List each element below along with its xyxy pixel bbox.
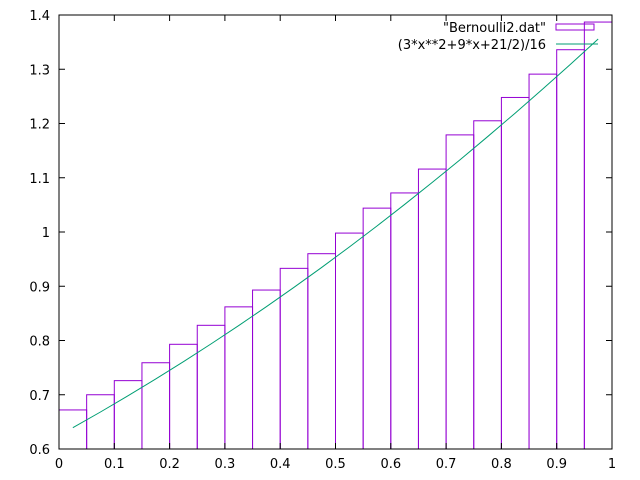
legend-label-histogram: "Bernoulli2.dat"	[443, 21, 546, 36]
y-tick-label: 0.7	[29, 389, 50, 404]
x-tick-label: 0.2	[159, 457, 180, 472]
x-tick-label: 0.9	[546, 457, 567, 472]
y-tick-label: 1	[42, 226, 50, 241]
histogram-bar	[390, 192, 419, 450]
x-tick-label: 0.5	[325, 457, 346, 472]
histogram-bar	[86, 394, 115, 450]
histogram-bar	[224, 306, 254, 450]
histogram-bar	[279, 267, 309, 450]
legend-label-function: (3*x**2+9*x+21/2)/16	[398, 38, 546, 53]
y-tick-label: 0.6	[29, 443, 50, 458]
x-tick-label: 0.4	[270, 457, 291, 472]
y-tick-label: 1.3	[29, 63, 50, 78]
histogram-bar	[362, 207, 392, 450]
histogram-bar	[307, 253, 337, 450]
histogram-bar	[335, 232, 364, 450]
histogram-bar	[473, 120, 502, 450]
histogram-bar	[169, 343, 198, 450]
x-tick-label: 1	[608, 457, 616, 472]
legend: "Bernoulli2.dat" (3*x**2+9*x+21/2)/16	[398, 21, 598, 53]
x-tick-label: 0.3	[215, 457, 236, 472]
histogram-bar	[417, 168, 447, 450]
histogram-bar	[500, 96, 530, 450]
y-tick-label: 0.8	[29, 335, 50, 350]
x-tick-label: 0.8	[491, 457, 512, 472]
y-tick-label: 1.2	[29, 118, 50, 133]
y-tick-label: 0.9	[29, 280, 50, 295]
histogram-bar	[556, 49, 585, 450]
histogram-bar	[445, 134, 475, 450]
histogram-bar	[141, 362, 171, 450]
histogram-bar	[528, 73, 558, 450]
x-tick-label: 0.7	[436, 457, 457, 472]
histogram-bar	[113, 380, 143, 450]
legend-swatch-histogram	[555, 23, 595, 31]
x-tick-label: 0.1	[104, 457, 125, 472]
x-tick-label: 0	[55, 457, 63, 472]
axis-ticks: 0 0.1 0.2 0.3 0.4 0.5 0.6 0.7 0.8 0.9 1 0.6 0.7 0.8 0.…	[29, 9, 616, 472]
histogram-bar	[583, 21, 613, 450]
histogram-bar	[58, 409, 88, 450]
function-curve-line	[72, 38, 599, 429]
y-tick-label: 1.1	[29, 172, 50, 187]
x-tick-label: 0.6	[380, 457, 401, 472]
y-tick-label: 1.4	[29, 9, 50, 24]
plot-marks	[58, 21, 613, 450]
